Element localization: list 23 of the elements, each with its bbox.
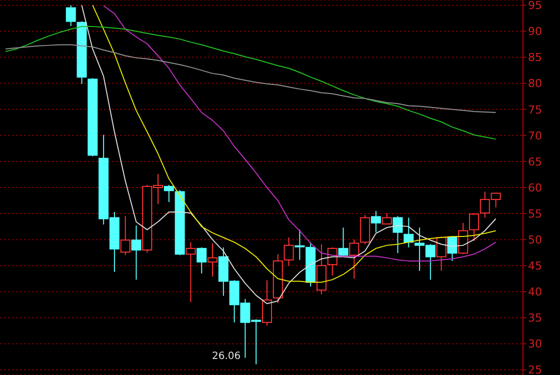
y-tick-label: 30 bbox=[528, 338, 542, 351]
candlestick bbox=[208, 242, 218, 278]
y-tick-label: 75 bbox=[528, 103, 542, 116]
y-tick-label: 70 bbox=[528, 129, 542, 142]
candlestick bbox=[316, 244, 326, 295]
y-tick-label: 40 bbox=[528, 286, 542, 299]
y-tick-label: 60 bbox=[528, 181, 542, 194]
candlestick bbox=[186, 242, 196, 303]
y-tick-label: 95 bbox=[528, 0, 542, 12]
line-series bbox=[4, 44, 496, 113]
y-tick-label: 85 bbox=[528, 51, 542, 64]
candlestick bbox=[131, 225, 142, 280]
annotation: 26.06 bbox=[212, 351, 241, 362]
y-tick-label: 45 bbox=[528, 260, 542, 273]
y-tick-label: 55 bbox=[528, 207, 542, 220]
y-tick-label: 65 bbox=[528, 155, 542, 168]
candlestick bbox=[404, 217, 414, 248]
line-series bbox=[4, 26, 496, 140]
y-tick-label: 50 bbox=[528, 233, 542, 246]
y-tick-label: 35 bbox=[528, 312, 542, 325]
y-tick-label: 25 bbox=[528, 364, 542, 375]
y-tick-label: 80 bbox=[528, 77, 542, 90]
y-tick-label: 90 bbox=[528, 25, 542, 38]
